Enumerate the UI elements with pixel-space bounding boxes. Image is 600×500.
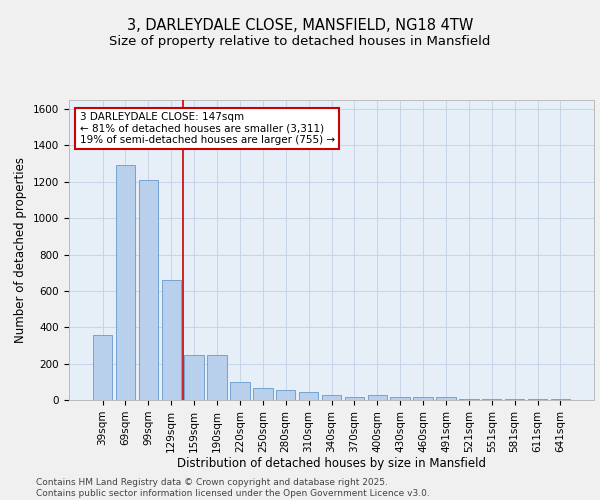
Bar [184,354,204,400]
Bar [299,392,319,400]
Bar [230,382,250,400]
Bar [276,390,295,400]
Bar [413,398,433,400]
Text: 3 DARLEYDALE CLOSE: 147sqm
← 81% of detached houses are smaller (3,311)
19% of s: 3 DARLEYDALE CLOSE: 147sqm ← 81% of deta… [79,112,335,145]
Bar [161,280,181,400]
Bar [368,394,387,400]
Bar [116,166,135,400]
Bar [459,399,479,400]
Bar [93,334,112,400]
Bar [139,180,158,400]
Bar [505,399,524,400]
Y-axis label: Number of detached properties: Number of detached properties [14,157,28,343]
Bar [253,388,272,400]
X-axis label: Distribution of detached houses by size in Mansfield: Distribution of detached houses by size … [177,458,486,470]
Text: Size of property relative to detached houses in Mansfield: Size of property relative to detached ho… [109,34,491,48]
Bar [436,398,455,400]
Bar [208,354,227,400]
Bar [482,399,502,400]
Text: Contains HM Land Registry data © Crown copyright and database right 2025.
Contai: Contains HM Land Registry data © Crown c… [36,478,430,498]
Bar [391,398,410,400]
Bar [322,394,341,400]
Bar [344,398,364,400]
Text: 3, DARLEYDALE CLOSE, MANSFIELD, NG18 4TW: 3, DARLEYDALE CLOSE, MANSFIELD, NG18 4TW [127,18,473,32]
